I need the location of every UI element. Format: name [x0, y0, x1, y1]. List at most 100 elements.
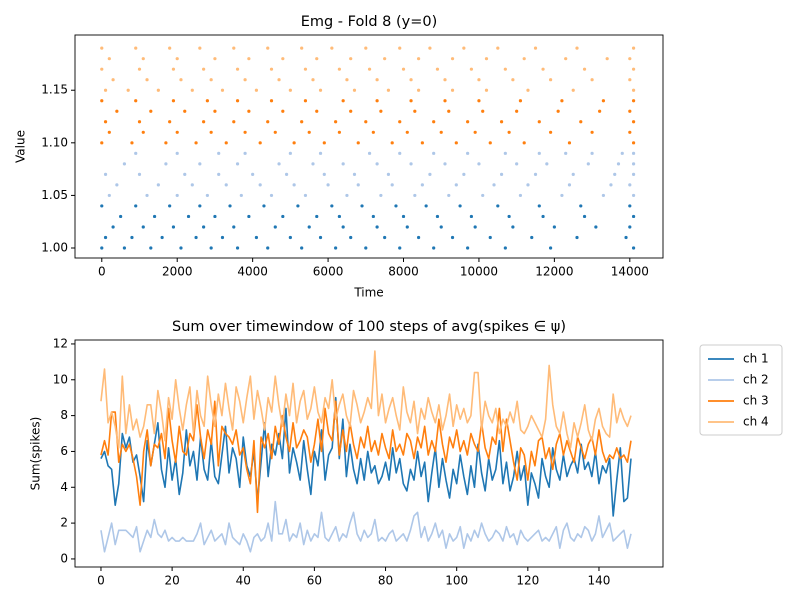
- subplot-title: Sum over timewindow of 100 steps of avg(…: [172, 319, 566, 335]
- spike-point: [601, 193, 606, 198]
- spike-point: [628, 130, 632, 134]
- spike-point: [315, 57, 319, 61]
- spike-point: [631, 120, 636, 124]
- spike-point: [137, 172, 142, 176]
- spike-point: [209, 78, 213, 82]
- spike-point: [235, 162, 240, 166]
- spike-point: [503, 67, 507, 71]
- y-tick-label: 1.00: [41, 241, 68, 255]
- spike-point: [235, 99, 240, 103]
- spike-point: [254, 88, 259, 92]
- spike-point: [560, 193, 564, 198]
- spike-point: [137, 120, 142, 124]
- series-line: [100, 400, 632, 514]
- spike-point: [424, 204, 428, 208]
- spike-point: [300, 46, 304, 50]
- y-tick-label: 1.15: [41, 83, 68, 97]
- spike-point: [503, 151, 507, 155]
- spike-point: [130, 141, 134, 145]
- spike-point: [481, 193, 485, 198]
- spike-point: [379, 109, 383, 113]
- spike-point: [477, 162, 481, 166]
- spike-point: [367, 67, 372, 71]
- plot-area: [100, 46, 636, 250]
- legend-box: [699, 344, 783, 436]
- spike-point: [198, 46, 202, 50]
- spike-point: [628, 78, 632, 82]
- spike-point: [288, 235, 292, 240]
- spike-point: [631, 88, 636, 92]
- spike-point: [579, 120, 583, 124]
- spike-point: [330, 204, 334, 208]
- spike-point: [549, 246, 553, 250]
- spike-point: [383, 235, 387, 240]
- spike-point: [450, 235, 455, 240]
- spike-point: [462, 172, 466, 176]
- spike-point: [481, 109, 485, 113]
- spike-point: [322, 141, 326, 145]
- y-tick-label: 1.10: [41, 135, 68, 149]
- spike-point: [334, 120, 338, 124]
- x-tick-label: 40: [236, 574, 251, 588]
- spike-point: [100, 99, 104, 103]
- spike-point: [100, 67, 104, 71]
- spike-point: [530, 235, 534, 240]
- spike-point: [447, 109, 451, 113]
- spike-point: [364, 46, 368, 50]
- spike-point: [341, 99, 345, 103]
- spike-point: [371, 130, 375, 134]
- x-tick-label: 0: [98, 265, 106, 279]
- spike-point: [100, 141, 104, 145]
- y-axis-label: Value: [14, 130, 28, 163]
- spike-point: [620, 151, 624, 155]
- spike-point: [511, 78, 515, 82]
- spike-point: [601, 99, 606, 103]
- spike-point: [164, 162, 168, 166]
- spike-point: [367, 151, 372, 155]
- spike-point: [168, 204, 172, 208]
- spike-point: [126, 88, 130, 92]
- spike-point: [515, 162, 519, 166]
- spike-point: [202, 67, 206, 71]
- x-tick-label: 120: [516, 574, 539, 588]
- y-tick-label: 12: [53, 336, 68, 350]
- spike-point: [292, 183, 296, 187]
- spike-point: [349, 57, 353, 61]
- spike-point: [122, 246, 127, 250]
- x-tick-label: 80: [378, 574, 393, 588]
- spike-point: [462, 46, 466, 50]
- spike-point: [311, 162, 315, 166]
- spike-point: [239, 193, 243, 198]
- spike-point: [537, 204, 541, 208]
- x-tick-label: 140: [588, 574, 611, 588]
- spike-point: [247, 57, 251, 61]
- spike-point: [141, 225, 145, 229]
- axes-frame: [74, 339, 664, 568]
- spike-point: [217, 172, 221, 176]
- spike-point: [100, 46, 104, 50]
- spike-point: [435, 214, 440, 219]
- spike-point: [296, 204, 300, 208]
- spike-point: [631, 99, 636, 103]
- spike-point: [416, 235, 421, 240]
- plot-area: [100, 350, 632, 553]
- spike-point: [269, 193, 274, 198]
- spike-point: [213, 214, 217, 219]
- spike-point: [360, 204, 364, 208]
- spike-point: [450, 57, 455, 61]
- spike-point: [447, 193, 451, 198]
- series-line: [100, 350, 632, 449]
- spike-point: [439, 225, 443, 229]
- spike-point: [590, 130, 594, 134]
- y-tick-label: 6: [60, 444, 68, 458]
- spike-point: [149, 109, 153, 113]
- spike-point: [171, 67, 176, 71]
- spike-point: [609, 183, 613, 187]
- spike-point: [496, 204, 500, 208]
- spike-point: [541, 67, 545, 71]
- spike-point: [149, 246, 153, 250]
- spike-point: [269, 99, 274, 103]
- spike-point: [134, 99, 138, 103]
- spike-point: [356, 141, 360, 145]
- spike-point: [337, 214, 341, 219]
